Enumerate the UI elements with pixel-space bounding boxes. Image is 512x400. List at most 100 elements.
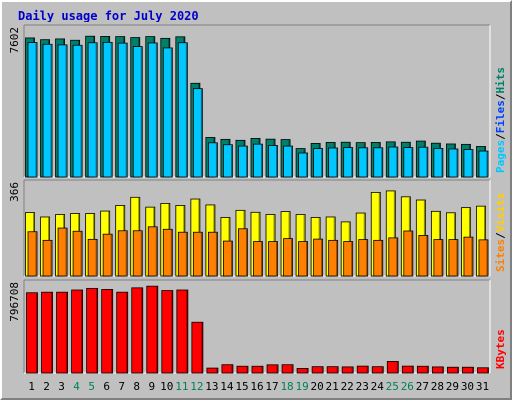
bar-kbytes-day-10 (161, 290, 174, 374)
x-tick-day-8: 8 (133, 380, 140, 393)
x-tick-day-11: 11 (175, 380, 188, 393)
bar-shade-kbytes-day-22 (351, 367, 353, 373)
bar-shade-kbytes-day-3 (66, 292, 68, 373)
bar-shade-files-day-10 (170, 48, 173, 177)
bar-sites-day-8 (132, 230, 143, 277)
bar-files-day-1 (27, 42, 38, 178)
x-tick-day-1: 1 (28, 380, 35, 393)
legend-item: / (494, 232, 507, 239)
bar-files-day-20 (313, 148, 324, 178)
bar-sites-day-17 (268, 241, 278, 277)
bar-shade-files-day-2 (50, 44, 52, 177)
bar-shade-files-day-19 (306, 153, 308, 177)
x-tick-day-29: 29 (446, 380, 459, 393)
bar-sites-day-3 (57, 227, 68, 277)
bar-shade-sites-day-27 (426, 236, 428, 276)
bar-shade-kbytes-day-6 (111, 290, 113, 373)
bar-files-day-8 (132, 46, 143, 178)
x-tick-day-19: 19 (295, 380, 308, 393)
panel-hits-files-pages-ymax-label: 7602 (8, 27, 21, 54)
x-tick-day-2: 2 (43, 380, 50, 393)
bar-shade-files-day-11 (185, 43, 188, 177)
bar-shade-sites-day-6 (110, 234, 112, 276)
bar-sites-day-22 (343, 241, 354, 277)
bar-shade-kbytes-day-13 (216, 368, 218, 373)
legend-item: / (494, 93, 507, 100)
bar-shade-sites-day-17 (276, 242, 278, 276)
bar-kbytes-day-31 (477, 367, 489, 374)
bar-kbytes-day-11 (176, 289, 189, 374)
bar-kbytes-day-28 (431, 366, 444, 374)
bar-shade-files-day-17 (276, 146, 278, 177)
bar-shade-kbytes-day-29 (456, 367, 459, 373)
bar-shade-files-day-22 (351, 148, 353, 177)
bar-shade-kbytes-day-7 (126, 292, 128, 373)
bar-files-day-13 (207, 142, 218, 178)
bar-shade-kbytes-day-14 (231, 365, 233, 373)
x-tick-day-25: 25 (386, 380, 399, 393)
bar-files-day-31 (478, 150, 489, 178)
bar-kbytes-day-4 (71, 289, 84, 374)
bar-shade-sites-day-10 (170, 229, 173, 276)
chart-title: Daily usage for July 2020 (18, 9, 199, 23)
bar-kbytes-day-14 (221, 364, 234, 374)
x-tick-day-15: 15 (235, 380, 248, 393)
bar-shade-sites-day-21 (336, 240, 338, 276)
bar-shade-kbytes-day-12 (201, 322, 203, 373)
bar-shade-kbytes-day-21 (336, 367, 338, 373)
x-tick-day-18: 18 (280, 380, 293, 393)
bar-shade-files-day-26 (411, 148, 413, 177)
panel-kbytes-legend: KBytes (494, 329, 507, 369)
x-tick-day-9: 9 (148, 380, 155, 393)
bar-shade-kbytes-day-28 (441, 367, 444, 373)
x-tick-day-23: 23 (356, 380, 369, 393)
bar-shade-files-day-6 (110, 42, 112, 177)
bar-files-day-10 (162, 47, 173, 178)
bar-files-day-9 (147, 42, 158, 178)
bar-shade-visits-day-24 (378, 192, 380, 276)
panel-kbytes-ymax-label: 796708 (8, 282, 21, 322)
bar-sites-day-4 (72, 230, 83, 277)
bar-shade-kbytes-day-27 (426, 366, 429, 373)
bar-kbytes-day-3 (56, 291, 68, 374)
bar-shade-sites-day-14 (230, 241, 233, 276)
bar-kbytes-day-24 (371, 366, 384, 374)
bar-sites-day-7 (117, 230, 128, 277)
bar-sites-day-26 (403, 230, 414, 277)
bar-kbytes-day-21 (326, 366, 339, 374)
bar-shade-files-day-25 (396, 147, 398, 177)
bar-shade-kbytes-day-16 (261, 366, 263, 373)
bar-sites-day-27 (418, 235, 429, 277)
legend-item: Files (494, 100, 507, 133)
panel-visits-sites-legend: Sites/Visits (494, 193, 507, 273)
bar-shade-kbytes-day-26 (411, 366, 414, 373)
bar-kbytes-day-29 (447, 366, 459, 374)
bar-files-day-7 (117, 42, 128, 178)
bar-sites-day-9 (147, 226, 158, 277)
bar-shade-kbytes-day-15 (246, 366, 248, 373)
bar-shade-sites-day-15 (245, 229, 248, 276)
bar-files-day-4 (72, 44, 83, 178)
bar-shade-kbytes-day-20 (321, 367, 323, 373)
bar-kbytes-day-16 (251, 365, 264, 374)
x-tick-day-31: 31 (476, 380, 489, 393)
bar-shade-files-day-4 (80, 45, 82, 177)
bar-kbytes-day-2 (41, 291, 53, 374)
bar-kbytes-day-26 (401, 365, 414, 374)
bar-sites-day-19 (298, 241, 309, 277)
bar-sites-day-6 (102, 233, 113, 277)
bar-kbytes-day-18 (281, 364, 294, 374)
bar-shade-files-day-14 (230, 145, 233, 177)
bar-shade-sites-day-22 (351, 242, 353, 276)
bar-shade-kbytes-day-10 (171, 291, 173, 373)
bar-shade-files-day-30 (471, 150, 473, 177)
legend-item: Pages (494, 140, 507, 173)
bar-sites-day-23 (358, 239, 369, 277)
x-tick-day-28: 28 (431, 380, 444, 393)
bar-sites-day-16 (253, 241, 263, 277)
bar-sites-day-21 (328, 239, 339, 277)
bar-shade-sites-day-4 (80, 231, 82, 276)
bar-kbytes-day-8 (131, 287, 144, 374)
bar-kbytes-day-20 (311, 366, 324, 374)
